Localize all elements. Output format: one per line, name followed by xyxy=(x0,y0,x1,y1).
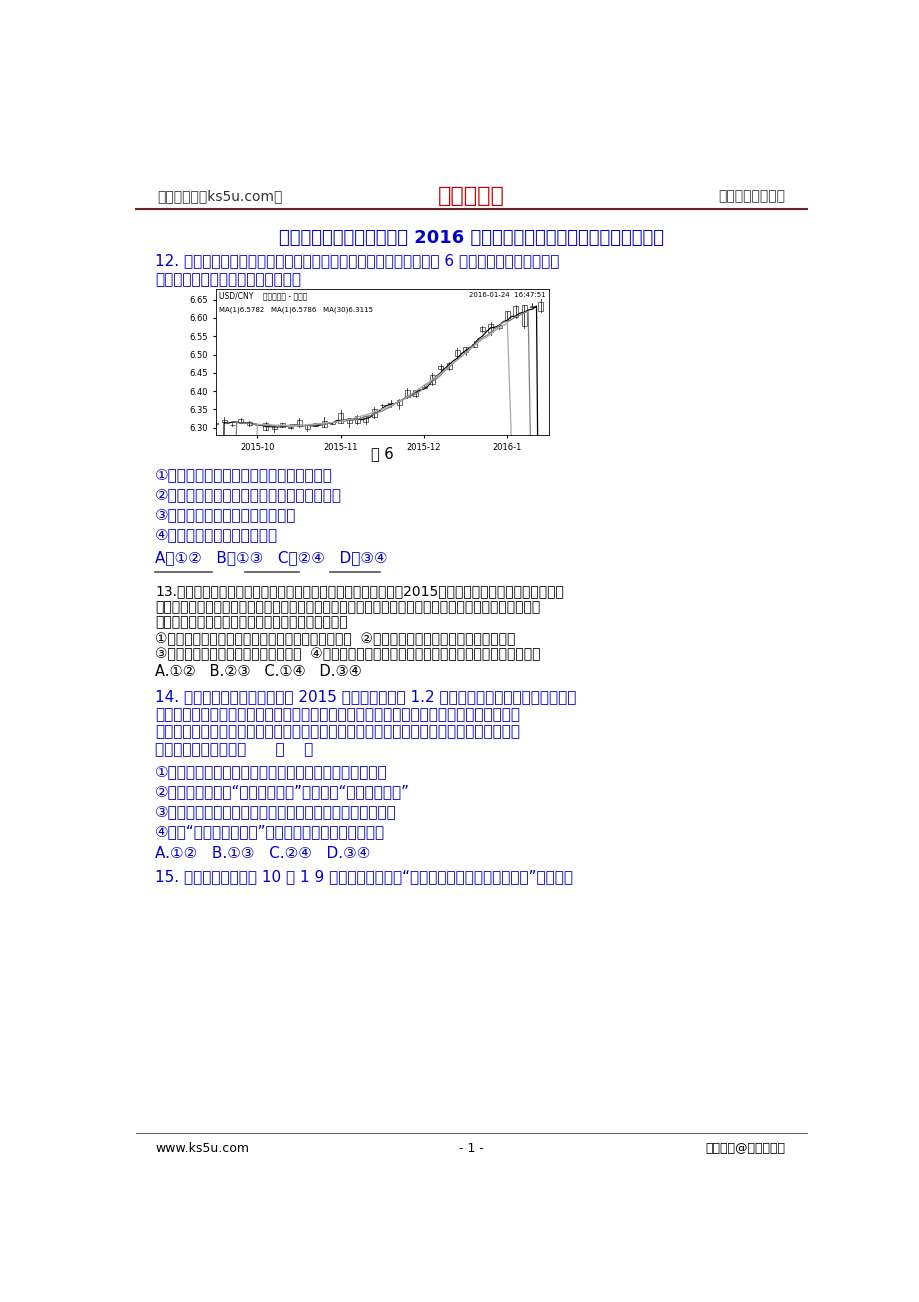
Text: 您身边的高考专家: 您身边的高考专家 xyxy=(718,189,785,203)
Text: 有减弱。材料启示我们      （    ）: 有减弱。材料启示我们 （ ） xyxy=(155,742,313,758)
Text: 高考资源网（ks5u.com）: 高考资源网（ks5u.com） xyxy=(157,189,283,203)
Text: 12. 近期人民币对美元汇率出现一定幅度的波动，引起各方关注。图 6 为近四个月的波动情况。: 12. 近期人民币对美元汇率出现一定幅度的波动，引起各方关注。图 6 为近四个月… xyxy=(155,254,559,268)
Text: ④加强“供给结构性改革”适应居民不断升级的消费结构: ④加强“供给结构性改革”适应居民不断升级的消费结构 xyxy=(155,824,385,840)
Text: 湖北省重点高中联考协作体 2016 届高三下学期期中考试文科综合政治试题: 湖北省重点高中联考协作体 2016 届高三下学期期中考试文科综合政治试题 xyxy=(278,229,664,247)
Text: A.①②   B.①③   C.②④   D.③④: A.①② B.①③ C.②④ D.③④ xyxy=(155,846,370,861)
Text: ①要适度扩大内需，抑制外需，增强经济持续增长的动力: ①要适度扩大内需，抑制外需，增强经济持续增长的动力 xyxy=(155,764,388,780)
Text: ④不利于我国企业走出去步伐: ④不利于我国企业走出去步伐 xyxy=(155,527,278,543)
Text: 高考资源网: 高考资源网 xyxy=(437,186,505,206)
Text: 15. 国务院总理李克强 10 月 1 9 日在北京出席首届“全国大众创业万众创新活动周”，并考察: 15. 国务院总理李克强 10 月 1 9 日在北京出席首届“全国大众创业万众创… xyxy=(155,870,573,884)
Text: - 1 -: - 1 - xyxy=(459,1142,483,1155)
Text: 费群体称号。对于中国游客而言，最热门的旅游目的地是日本、韩国、欧洲和美国。哪怕中: 费群体称号。对于中国游客而言，最热门的旅游目的地是日本、韩国、欧洲和美国。哪怕中 xyxy=(155,707,520,721)
Text: ③削弱中国外汇储备的国际购买力: ③削弱中国外汇储备的国际购买力 xyxy=(155,508,296,522)
Text: 13.妈妈女友落水先救谁这个困扰同胞千年的问题有了标准答案！2015年司法部网站公布了今年国家司法: 13.妈妈女友落水先救谁这个困扰同胞千年的问题有了标准答案！2015年司法部网站… xyxy=(155,585,563,599)
Text: 14. 中国商务部消息，中国游客 2015 年在境外消费约 1.2 万亿元，继续保持世界主要旅游消: 14. 中国商务部消息，中国游客 2015 年在境外消费约 1.2 万亿元，继续… xyxy=(155,689,576,704)
Text: 图 6: 图 6 xyxy=(370,445,393,461)
Text: 考试的参考答案：女友和妈妈同时遇险，先救妈是对的！法律专家的解释是，对妈妈不仅有道义上更有法: 考试的参考答案：女友和妈妈同时遇险，先救妈是对的！法律专家的解释是，对妈妈不仅有… xyxy=(155,600,540,613)
Text: ③劳动者依据劳动法维护自身合法权益  ④公司大股东不能滥用股东权利，损害其他投资人的合法利益: ③劳动者依据劳动法维护自身合法权益 ④公司大股东不能滥用股东权利，损害其他投资人… xyxy=(155,647,540,661)
Text: ①扩大中国出口商品的价格优势，增加出口: ①扩大中国出口商品的价格优势，增加出口 xyxy=(155,467,333,482)
Text: ②影响投资者信心，加剧在华境外资本外流风: ②影响投资者信心，加剧在华境外资本外流风 xyxy=(155,487,342,503)
Text: ②宏观调控应该从“解决需求不足”全面转向“解决供给不足”: ②宏观调控应该从“解决需求不足”全面转向“解决供给不足” xyxy=(155,785,410,799)
Text: 版权所有@高考资源网: 版权所有@高考资源网 xyxy=(705,1142,785,1155)
Text: 国的经济增长速度已经明显减缓，中国人从巴黎、伦敦和其他地方买回高档商品的兴头并没: 国的经济增长速度已经明显减缓，中国人从巴黎、伦敦和其他地方买回高档商品的兴头并没 xyxy=(155,724,520,740)
Text: 律上的救助义务。下列观点与专家的思路相符合的是: 律上的救助义务。下列观点与专家的思路相符合的是 xyxy=(155,615,347,629)
Text: 这种形势下对我国的不利影响表现在: 这种形势下对我国的不利影响表现在 xyxy=(155,272,301,286)
Text: A.①②   B.②③   C.①④   D.③④: A.①② B.②③ C.①④ D.③④ xyxy=(155,664,362,680)
Text: www.ks5u.com: www.ks5u.com xyxy=(155,1142,249,1155)
Text: ①公民享受国家提供的各种服务，同时必须自觉纳税  ②先富起来的人必须帮助后富和回报社会: ①公民享受国家提供的各种服务，同时必须自觉纳税 ②先富起来的人必须帮助后富和回报… xyxy=(155,631,516,646)
Text: A．①②   B．①③   C．②④   D．③④: A．①② B．①③ C．②④ D．③④ xyxy=(155,551,388,565)
Text: ③提高供给体系质量，培育有市场竞争力的新产业和新产品: ③提高供给体系质量，培育有市场竞争力的新产业和新产品 xyxy=(155,805,397,819)
